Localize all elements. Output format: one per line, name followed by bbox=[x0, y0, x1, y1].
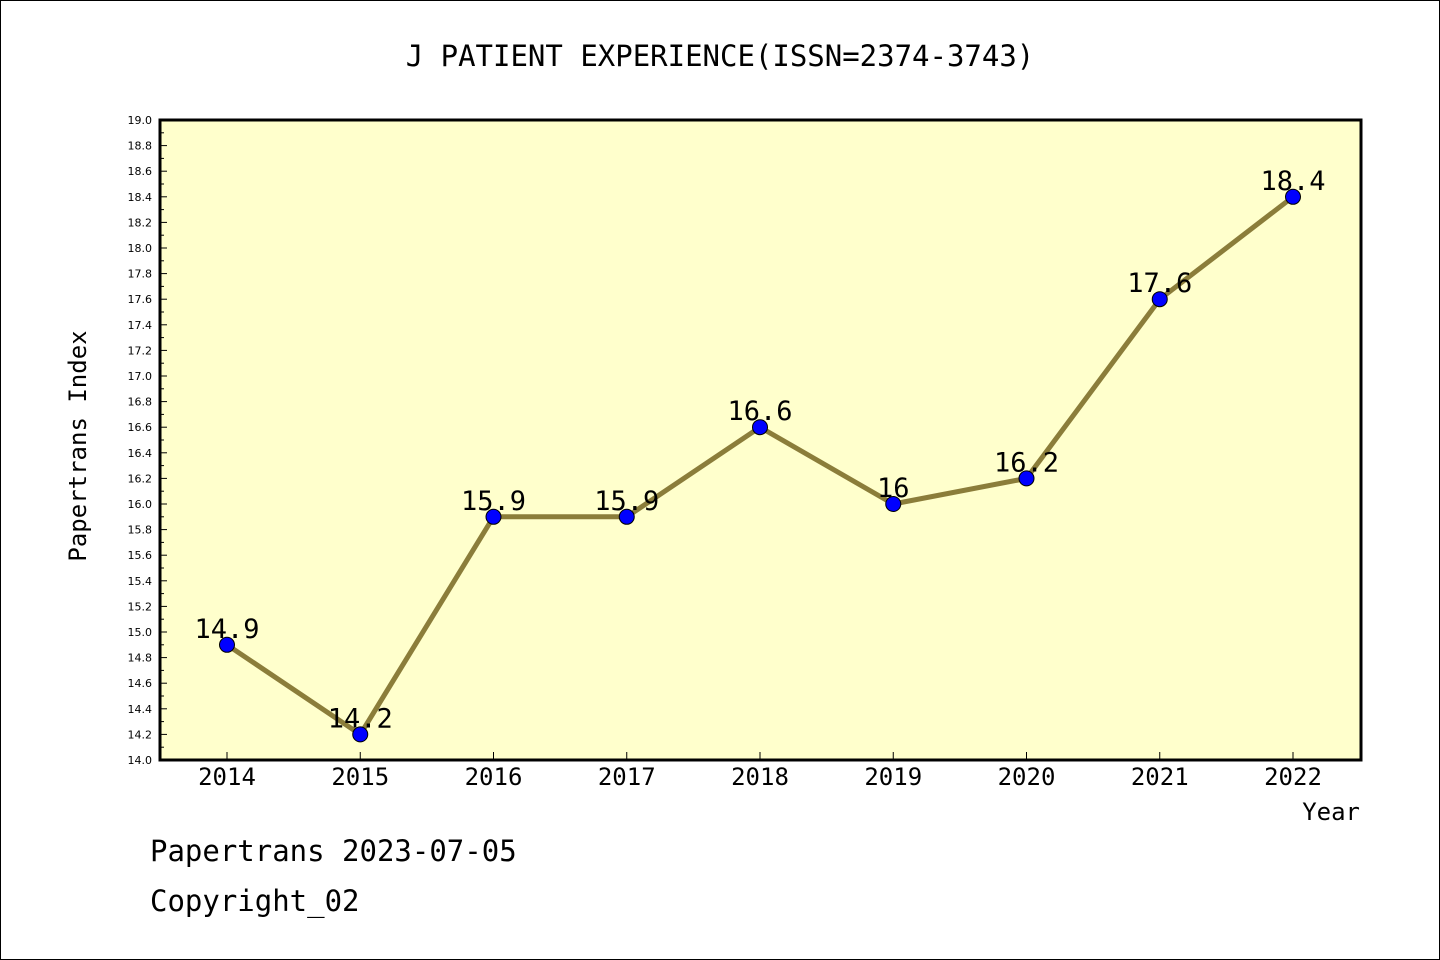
y-tick-label: 15.4 bbox=[128, 575, 153, 588]
chart-title: J PATIENT EXPERIENCE(ISSN=2374-3743) bbox=[406, 39, 1035, 73]
data-labels: 14.9 14.2 15.9 15.9 16.6 16 16.2 17.6 18.4 bbox=[194, 166, 1325, 735]
y-tick-label: 17.0 bbox=[128, 370, 153, 383]
data-label: 16 bbox=[877, 473, 910, 504]
x-tick-label: 2020 bbox=[998, 763, 1056, 791]
data-point bbox=[752, 419, 768, 436]
data-label: 16.6 bbox=[727, 396, 792, 427]
data-point bbox=[1285, 188, 1301, 205]
data-point bbox=[485, 508, 502, 525]
y-tick-label: 17.8 bbox=[128, 268, 153, 281]
data-label: 15.9 bbox=[461, 486, 526, 517]
y-tick-label: 15.2 bbox=[128, 600, 153, 613]
footer-date: Papertrans 2023-07-05 bbox=[150, 834, 517, 868]
y-tick-label: 14.4 bbox=[128, 703, 153, 716]
data-label: 17.6 bbox=[1127, 268, 1192, 299]
x-axis-label: Year bbox=[1302, 798, 1360, 826]
plot-area bbox=[158, 118, 1363, 762]
data-point bbox=[219, 636, 235, 653]
data-point bbox=[352, 726, 369, 743]
y-tick-label: 14.0 bbox=[128, 754, 153, 767]
x-tick-label: 2014 bbox=[198, 763, 256, 791]
data-label: 18.4 bbox=[1260, 166, 1325, 197]
y-tick-label: 14.6 bbox=[128, 677, 153, 690]
y-tick-label: 16.2 bbox=[128, 472, 153, 485]
x-tick-label: 2022 bbox=[1264, 763, 1322, 791]
x-tick-label: 2019 bbox=[864, 763, 922, 791]
data-points bbox=[219, 188, 1301, 743]
data-label: 14.2 bbox=[328, 703, 393, 734]
y-tick-label: 16.0 bbox=[128, 498, 153, 511]
y-tick-label: 14.2 bbox=[128, 728, 153, 741]
x-tick-label: 2015 bbox=[331, 763, 389, 791]
data-label: 16.2 bbox=[994, 447, 1059, 478]
y-tick-label: 18.4 bbox=[128, 191, 153, 204]
y-tick-label: 18.0 bbox=[128, 242, 153, 255]
y-axis-label: Papertrans Index bbox=[64, 330, 92, 561]
x-tick-label: 2018 bbox=[731, 763, 789, 791]
y-tick-label: 18.6 bbox=[128, 165, 153, 178]
y-tick-label: 16.6 bbox=[128, 421, 153, 434]
x-tick-label: 2016 bbox=[465, 763, 523, 791]
y-tick-label: 18.8 bbox=[128, 140, 153, 153]
data-label: 15.9 bbox=[594, 486, 659, 517]
y-tick-label: 15.6 bbox=[128, 549, 153, 562]
data-point bbox=[1018, 470, 1035, 487]
y-tick-label: 17.4 bbox=[128, 319, 153, 332]
data-point bbox=[885, 496, 902, 512]
data-point bbox=[1151, 291, 1168, 308]
y-axis: 14.0 14.2 14.4 14.6 14.8 15.0 15.2 15.4 15.6 15.8… bbox=[128, 114, 167, 767]
y-tick-label: 17.6 bbox=[128, 293, 153, 306]
y-tick-label: 15.0 bbox=[128, 626, 153, 639]
y-tick-label: 18.2 bbox=[128, 216, 153, 229]
footer-copyright: Copyright_02 bbox=[150, 884, 360, 918]
data-point bbox=[618, 508, 635, 525]
y-tick-label: 14.8 bbox=[128, 652, 153, 665]
x-tick-label: 2021 bbox=[1131, 763, 1189, 791]
y-tick-label: 19.0 bbox=[128, 114, 153, 127]
y-tick-label: 17.2 bbox=[128, 344, 153, 357]
y-tick-label: 16.4 bbox=[128, 447, 153, 460]
x-tick-label: 2017 bbox=[598, 763, 656, 791]
y-tick-label: 16.8 bbox=[128, 396, 153, 409]
y-tick-label: 15.8 bbox=[128, 524, 153, 537]
data-label: 14.9 bbox=[194, 614, 259, 645]
x-axis: 2014 2015 2016 2017 2018 2019 2020 2021 2022 bbox=[198, 752, 1322, 791]
